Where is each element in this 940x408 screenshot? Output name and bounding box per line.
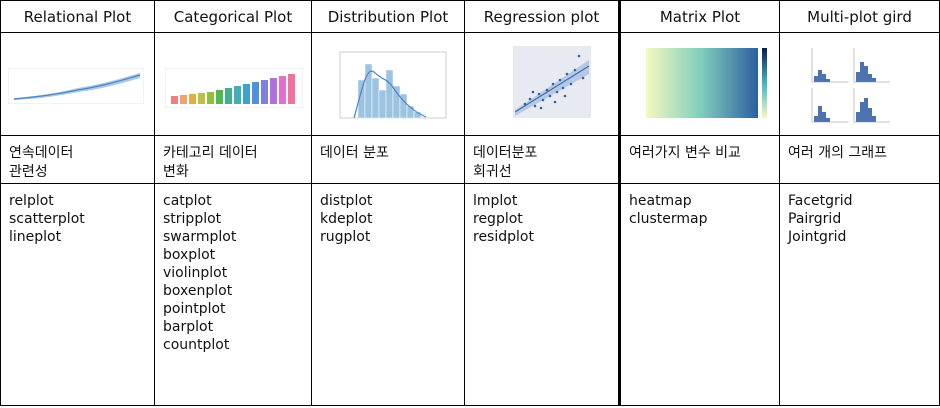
function-name: barplot <box>163 319 214 335</box>
function-name: Pairgrid <box>788 211 842 227</box>
function-name: lineplot <box>9 229 62 245</box>
header-cell: Distribution Plot <box>312 0 465 33</box>
description-cell: 여러 개의 그래프 <box>780 136 940 184</box>
function-name: countplot <box>163 337 230 353</box>
function-cell: catplot stripplot swarmplot boxplot violinpl… <box>155 184 312 406</box>
regression-thumbnail <box>513 46 591 118</box>
function-name: relplot <box>9 193 54 209</box>
description-line: 변화 <box>163 164 189 180</box>
function-name: regplot <box>473 211 523 227</box>
header-cell: Relational Plot <box>0 0 155 33</box>
header-cell: Matrix Plot <box>621 0 780 33</box>
multiplot-thumbnail <box>811 48 890 123</box>
description-cell: 여러가지 변수 비교 <box>621 136 780 184</box>
description-line: 여러가지 변수 비교 <box>629 145 741 161</box>
header-cell: Regression plot <box>465 0 621 33</box>
function-name: stripplot <box>163 211 222 227</box>
description-line: 데이터 분포 <box>320 145 389 161</box>
image-cell <box>0 33 155 136</box>
function-name: clustermap <box>629 211 708 227</box>
image-cell <box>155 33 312 136</box>
function-name: boxenplot <box>163 283 233 299</box>
function-name: lmplot <box>473 193 518 209</box>
function-name: violinplot <box>163 265 228 281</box>
relational-thumbnail <box>8 68 144 104</box>
function-cell: relplot scatterplot lineplot <box>0 184 155 406</box>
header-cell: Categorical Plot <box>155 0 312 33</box>
function-cell: Facetgrid Pairgrid Jointgrid <box>780 184 940 406</box>
function-name: distplot <box>320 193 373 209</box>
function-name: Facetgrid <box>788 193 853 209</box>
description-line: 여러 개의 그래프 <box>788 145 888 161</box>
function-name: swarmplot <box>163 229 237 245</box>
image-cell <box>465 33 621 136</box>
function-cell: heatmap clustermap <box>621 184 780 406</box>
function-name: kdeplot <box>320 211 373 227</box>
function-name: rugplot <box>320 229 371 245</box>
image-cell <box>621 33 780 136</box>
function-name: scatterplot <box>9 211 85 227</box>
header-cell: Multi-plot gird <box>780 0 940 33</box>
description-line: 카테고리 데이터 <box>163 145 258 161</box>
description-line: 관련성 <box>9 164 48 180</box>
function-name: heatmap <box>629 193 692 209</box>
matrix-thumbnail <box>646 48 767 118</box>
function-cell: lmplot regplot residplot <box>465 184 621 406</box>
function-name: residplot <box>473 229 534 245</box>
description-cell: 데이터 분포 <box>312 136 465 184</box>
description-line: 회귀선 <box>473 164 512 180</box>
distribution-thumbnail <box>339 51 447 119</box>
function-cell: distplot kdeplot rugplot <box>312 184 465 406</box>
image-cell <box>312 33 465 136</box>
function-name: boxplot <box>163 247 216 263</box>
description-line: 연속데이터 <box>9 145 74 161</box>
function-name: Jointgrid <box>788 229 847 245</box>
function-name: catplot <box>163 193 212 209</box>
description-line: 데이터분포 <box>473 145 538 161</box>
categorical-thumbnail <box>165 68 303 108</box>
function-name: pointplot <box>163 301 226 317</box>
